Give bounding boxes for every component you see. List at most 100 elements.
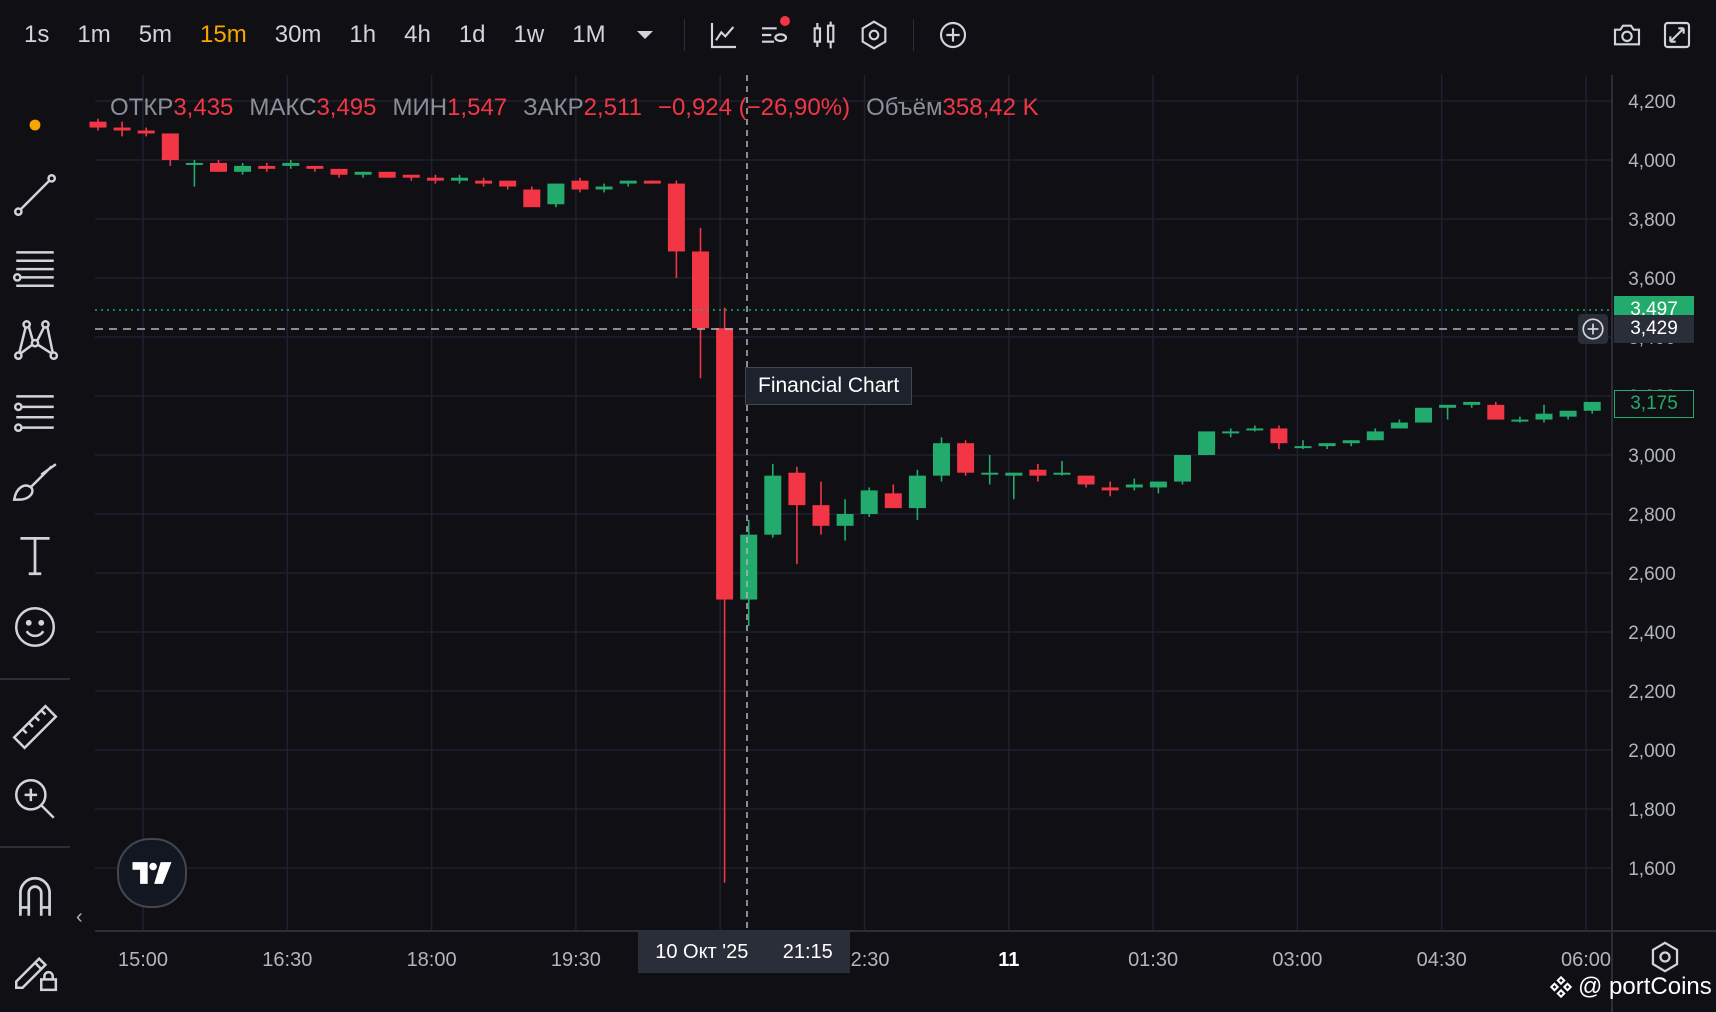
candle-body bbox=[933, 443, 950, 476]
emoji-icon[interactable] bbox=[8, 600, 62, 654]
timeframe-5m[interactable]: 5m bbox=[138, 21, 173, 48]
candle-body bbox=[1029, 469, 1047, 476]
candle bbox=[1559, 410, 1577, 420]
candle-body bbox=[1246, 428, 1264, 431]
candle-body bbox=[860, 490, 878, 514]
toolbar-divider bbox=[683, 19, 685, 51]
timeframe-1m[interactable]: 1m bbox=[77, 21, 111, 48]
zoom-in-icon[interactable] bbox=[8, 772, 62, 826]
brush-icon[interactable] bbox=[8, 456, 62, 510]
crosshair-time: 21:15 bbox=[782, 940, 833, 963]
candle bbox=[619, 180, 637, 187]
candle bbox=[306, 165, 324, 172]
candle-body bbox=[185, 162, 203, 165]
candle-body bbox=[354, 171, 372, 175]
candle-body bbox=[451, 177, 468, 181]
candle-body bbox=[1125, 484, 1143, 488]
candle-body bbox=[378, 171, 396, 178]
high-label: МАКС bbox=[249, 94, 317, 121]
candle bbox=[354, 171, 372, 178]
candle bbox=[258, 162, 276, 172]
open-value: 3,435 bbox=[173, 94, 234, 121]
candle bbox=[1005, 472, 1023, 500]
candle-body bbox=[499, 180, 517, 187]
candle bbox=[1053, 460, 1071, 476]
timeframe-dropdown-icon[interactable] bbox=[623, 13, 667, 57]
fullscreen-icon[interactable] bbox=[1655, 13, 1699, 57]
collapse-toolbar-icon[interactable]: ‹ bbox=[76, 906, 83, 928]
price-tick-label: 4,000 bbox=[1628, 151, 1676, 172]
timeframe-1w[interactable]: 1w bbox=[513, 21, 545, 48]
time-tick-label: 11 bbox=[998, 949, 1019, 971]
watermark-text: @ portCoins bbox=[1578, 973, 1712, 1000]
text-icon[interactable] bbox=[8, 528, 62, 582]
change-value: −0,924 (−26,90%) bbox=[657, 94, 851, 121]
candle-body bbox=[1342, 440, 1360, 444]
candle bbox=[282, 160, 300, 169]
indicators-icon[interactable] bbox=[702, 13, 746, 57]
timeframe-1h[interactable]: 1h bbox=[349, 21, 377, 48]
candle-body bbox=[1149, 481, 1167, 488]
candle-body bbox=[571, 180, 589, 190]
candle bbox=[933, 437, 950, 482]
candle-body bbox=[764, 475, 782, 535]
camera-icon[interactable] bbox=[1605, 13, 1649, 57]
timeframe-1d[interactable]: 1d bbox=[458, 21, 486, 48]
timeframe-4h[interactable]: 4h bbox=[404, 21, 431, 48]
candle bbox=[1583, 401, 1601, 414]
candle-body bbox=[1318, 443, 1336, 447]
pattern-icon[interactable] bbox=[8, 312, 62, 366]
candle bbox=[1174, 455, 1191, 485]
candle-body bbox=[1583, 401, 1601, 411]
candle-body bbox=[161, 133, 179, 160]
fib-icon[interactable] bbox=[8, 384, 62, 438]
candle bbox=[957, 440, 975, 476]
dot-icon[interactable] bbox=[8, 98, 62, 152]
timeframe-30m[interactable]: 30m bbox=[274, 21, 322, 48]
ruler-icon[interactable] bbox=[8, 700, 62, 754]
candle-body bbox=[1198, 431, 1216, 455]
candles bbox=[89, 118, 1601, 883]
chart-settings-icon[interactable] bbox=[752, 13, 796, 57]
trendline-icon[interactable] bbox=[8, 168, 62, 222]
candle bbox=[1101, 481, 1119, 497]
price-tick-label: 2,400 bbox=[1628, 623, 1676, 644]
candle-body bbox=[619, 180, 637, 184]
candle bbox=[1270, 425, 1288, 450]
candle bbox=[1125, 478, 1143, 491]
add-icon[interactable] bbox=[931, 13, 975, 57]
tradingview-logo[interactable] bbox=[117, 838, 187, 908]
candle-type-icon[interactable] bbox=[802, 13, 846, 57]
candle bbox=[547, 183, 565, 208]
candle-body bbox=[788, 472, 806, 506]
candle-body bbox=[1222, 431, 1240, 434]
timeframe-15m[interactable]: 15m bbox=[200, 21, 247, 48]
candle bbox=[764, 463, 782, 538]
high-value: 3,495 bbox=[316, 94, 377, 121]
candle-body bbox=[547, 183, 565, 205]
axis-settings-icon[interactable] bbox=[1648, 940, 1682, 974]
timeframe-1M[interactable]: 1M bbox=[572, 21, 606, 48]
lock-draw-icon[interactable] bbox=[8, 942, 62, 996]
candle bbox=[1029, 463, 1047, 482]
candle-body bbox=[836, 514, 854, 526]
timeframe-1s[interactable]: 1s bbox=[24, 21, 50, 48]
candle bbox=[1222, 428, 1240, 438]
candle bbox=[185, 160, 203, 187]
horizontal-lines-icon[interactable] bbox=[8, 240, 62, 294]
candle bbox=[113, 121, 131, 137]
low-label: МИН bbox=[392, 94, 448, 121]
candle-body bbox=[402, 174, 420, 178]
candle-body bbox=[1559, 410, 1577, 417]
sidebar-divider bbox=[0, 678, 70, 680]
candle bbox=[1439, 404, 1457, 420]
price-tick-label: 3,000 bbox=[1628, 446, 1676, 467]
magnet-icon[interactable] bbox=[8, 870, 62, 924]
settings-icon[interactable] bbox=[852, 13, 896, 57]
candle-body bbox=[282, 162, 300, 166]
candle bbox=[1463, 401, 1481, 408]
open-label: ОТКР bbox=[110, 94, 174, 121]
add-alert-icon[interactable] bbox=[1578, 314, 1608, 344]
candle-body bbox=[1005, 472, 1023, 476]
